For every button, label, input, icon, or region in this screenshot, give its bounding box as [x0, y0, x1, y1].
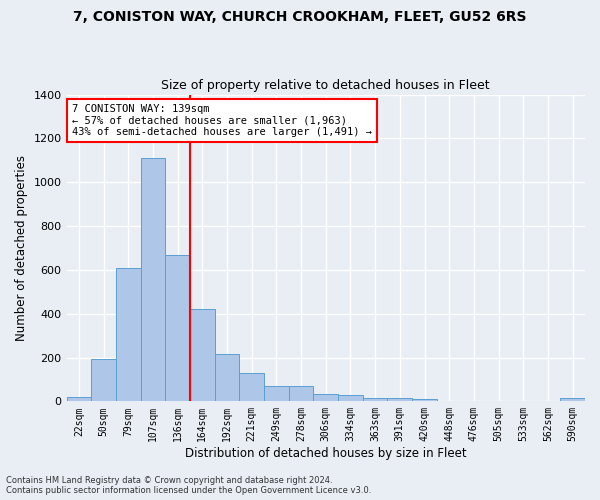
X-axis label: Distribution of detached houses by size in Fleet: Distribution of detached houses by size …: [185, 447, 467, 460]
Bar: [215, 354, 239, 402]
Bar: [289, 386, 313, 402]
Text: 7, CONISTON WAY, CHURCH CROOKHAM, FLEET, GU52 6RS: 7, CONISTON WAY, CHURCH CROOKHAM, FLEET,…: [73, 10, 527, 24]
Y-axis label: Number of detached properties: Number of detached properties: [15, 155, 28, 341]
Bar: [239, 373, 264, 402]
Text: 7 CONISTON WAY: 139sqm
← 57% of detached houses are smaller (1,963)
43% of semi-: 7 CONISTON WAY: 139sqm ← 57% of detached…: [72, 104, 372, 137]
Bar: [264, 386, 289, 402]
Bar: [140, 158, 165, 402]
Bar: [116, 268, 140, 402]
Text: Contains HM Land Registry data © Crown copyright and database right 2024.
Contai: Contains HM Land Registry data © Crown c…: [6, 476, 371, 495]
Bar: [560, 398, 585, 402]
Bar: [165, 254, 190, 402]
Bar: [91, 358, 116, 402]
Bar: [363, 398, 388, 402]
Bar: [338, 395, 363, 402]
Bar: [388, 398, 412, 402]
Bar: [67, 397, 91, 402]
Bar: [190, 310, 215, 402]
Bar: [412, 399, 437, 402]
Bar: [313, 394, 338, 402]
Title: Size of property relative to detached houses in Fleet: Size of property relative to detached ho…: [161, 79, 490, 92]
